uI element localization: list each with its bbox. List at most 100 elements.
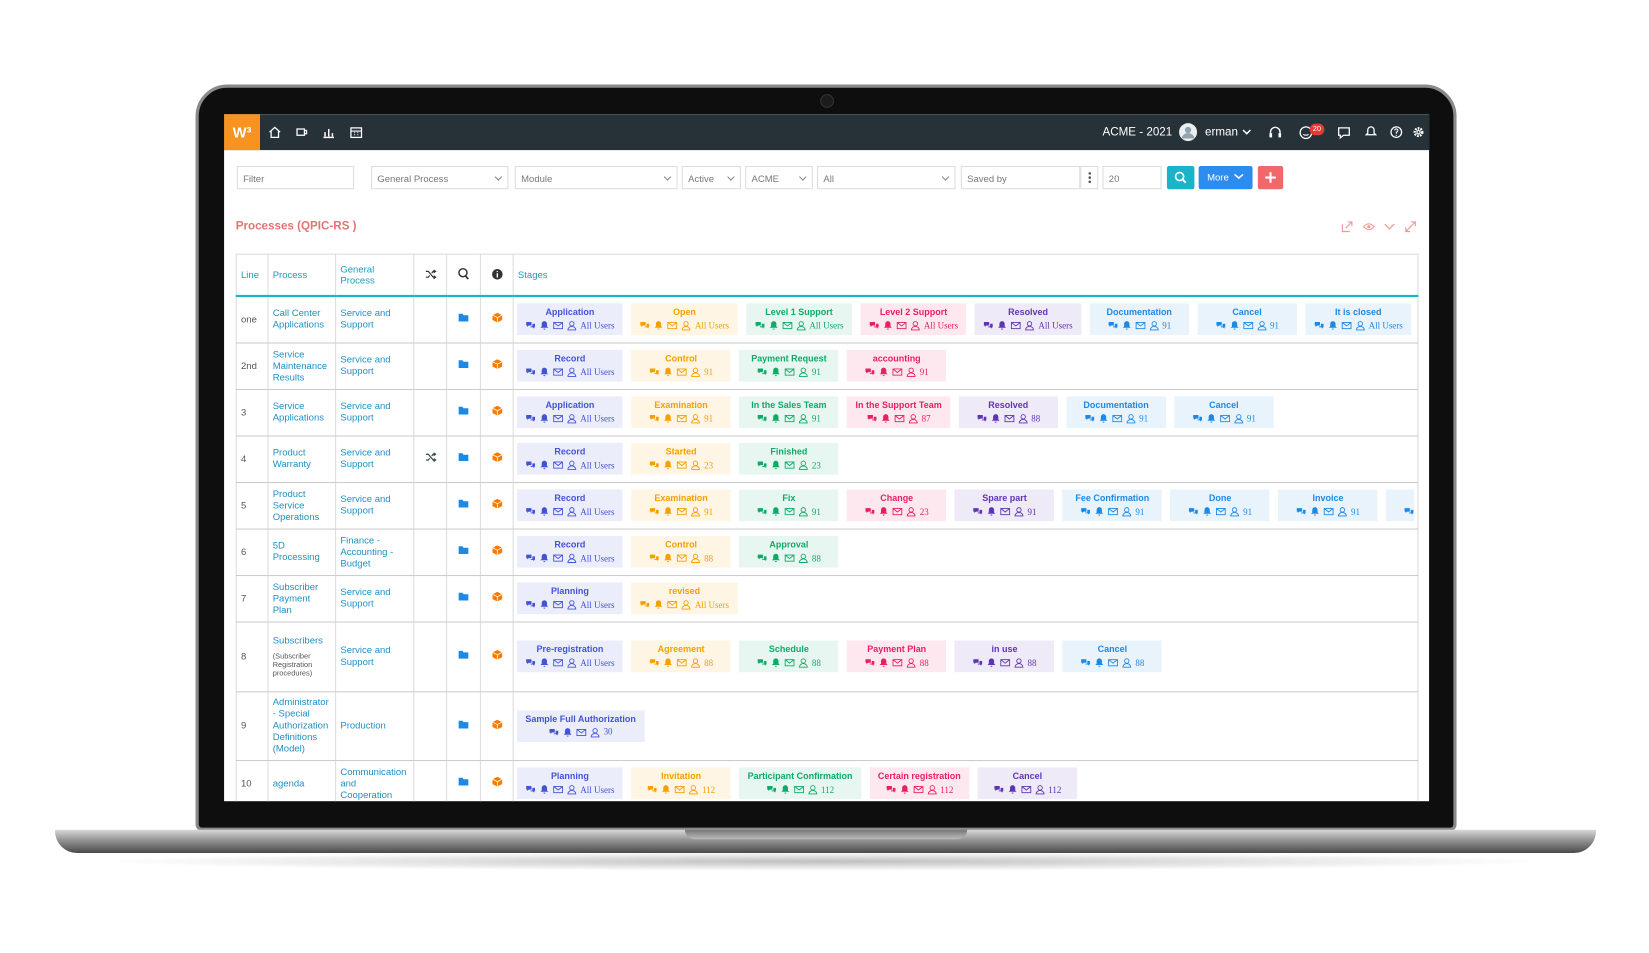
export-icon[interactable] [1341, 221, 1353, 233]
stage-card[interactable]: revised All Users [631, 582, 738, 615]
stage-card[interactable]: Cancel 91 [1174, 396, 1274, 429]
stage-card[interactable]: Spare part 91 [954, 489, 1055, 522]
folder-cell[interactable] [446, 621, 481, 692]
stage-card[interactable]: Approval 88 [739, 535, 839, 568]
filter-field[interactable]: Module [514, 165, 678, 190]
support-icon[interactable] [1268, 126, 1282, 140]
stage-card[interactable]: Cancel 88 [1062, 640, 1163, 673]
stage-card[interactable]: Payment Plan 88 [847, 640, 947, 673]
stage-card[interactable]: accounting 91 [847, 349, 947, 382]
process-row[interactable]: 5 Product Service Operations Service and S… [235, 481, 1419, 530]
folder-cell[interactable] [446, 481, 481, 530]
stage-card[interactable]: in use 88 [954, 640, 1055, 673]
home-icon[interactable] [268, 126, 281, 139]
box-cell[interactable] [480, 575, 514, 623]
process-name[interactable]: Subscribers [272, 634, 323, 646]
stage-card[interactable]: Fix 91 [739, 489, 839, 522]
process-row[interactable]: 6 5D Processing Finance - Accounting - Bud… [235, 528, 1419, 576]
stage-card[interactable]: Planning All Users [516, 767, 623, 800]
box-cell[interactable] [480, 435, 514, 483]
notification-badge[interactable]: 20 [1309, 123, 1325, 136]
stage-card[interactable]: Resolved 88 [958, 396, 1058, 429]
process-row[interactable]: 7 Subscriber Payment Plan Service and Supp… [235, 575, 1419, 623]
stage-card[interactable]: Finished 23 [739, 442, 839, 475]
chart-icon[interactable] [322, 126, 335, 139]
bell-icon[interactable] [1364, 126, 1378, 139]
company-name[interactable]: ACME - 2021 [1102, 125, 1173, 139]
expand-icon[interactable] [1405, 221, 1417, 233]
filter-field[interactable]: ACME [745, 165, 813, 190]
filter-field[interactable]: General Process [371, 165, 509, 190]
box-cell[interactable] [480, 691, 514, 761]
stage-card[interactable]: Documentation 91 [1066, 396, 1166, 429]
brand-logo[interactable]: W³ [224, 114, 261, 151]
calendar-icon[interactable] [350, 126, 363, 139]
stage-card[interactable]: Control 88 [631, 535, 731, 568]
process-name[interactable]: Subscriber Payment Plan [272, 580, 319, 615]
stage-card[interactable]: Record All Users [516, 489, 623, 522]
folder-cell[interactable] [446, 759, 481, 802]
stage-card[interactable]: Done 91 [1170, 489, 1270, 522]
process-row[interactable]: 8 Subscribers (Subscriber Registration pro… [235, 621, 1419, 692]
process-name[interactable]: agenda [272, 777, 305, 788]
box-cell[interactable] [480, 481, 514, 530]
stage-card[interactable]: In the Support Team 87 [847, 396, 951, 429]
stage-card[interactable]: Agreement 88 [631, 640, 731, 673]
stage-card[interactable]: In the Sales Team 91 [739, 396, 839, 429]
process-name[interactable]: Administrator - Special Authorization De… [272, 696, 329, 754]
view-icon[interactable] [1362, 221, 1375, 233]
filter-field[interactable]: Filter [236, 165, 355, 190]
stage-card[interactable]: Record All Users [516, 349, 623, 382]
process-name[interactable]: Product Service Operations [272, 487, 320, 522]
process-row[interactable]: 4 Product Warranty Service and Support Reco… [235, 435, 1419, 483]
process-name[interactable]: Service Applications [272, 400, 325, 423]
stage-card[interactable]: Open All Users [631, 303, 738, 336]
stage-card[interactable]: Participant Confirmation 112 [739, 767, 861, 800]
stage-card[interactable]: Record All Users [516, 442, 623, 475]
user-caret[interactable] [1242, 128, 1252, 136]
stage-card[interactable]: Examination 91 [631, 489, 731, 522]
stage-card[interactable]: Started 23 [631, 442, 731, 475]
stage-card[interactable]: Change 23 [847, 489, 947, 522]
stage-card[interactable]: Application All Users [516, 303, 623, 336]
folder-cell[interactable] [446, 435, 481, 483]
messages-icon[interactable] [1337, 126, 1351, 140]
folder-cell[interactable] [446, 388, 481, 437]
box-cell[interactable] [480, 342, 514, 390]
stage-card[interactable]: Level 2 Support All Users [860, 303, 967, 336]
process-name[interactable]: 5D Processing [272, 540, 320, 563]
stage-card[interactable]: Record All Users [516, 535, 623, 568]
stage-card[interactable]: Invitation 112 [631, 767, 731, 800]
stage-card[interactable]: Control 91 [631, 349, 731, 382]
search-button[interactable] [1166, 165, 1195, 190]
stage-card[interactable]: Application All Users [516, 396, 623, 429]
stage-card[interactable]: Sample Full Authorization 30 [516, 709, 645, 742]
header-cell[interactable]: Stages [513, 253, 1419, 298]
folder-cell[interactable] [446, 691, 481, 761]
filter-field[interactable]: Saved by [960, 165, 1081, 190]
user-name[interactable]: erman [1204, 125, 1238, 139]
collapse-icon[interactable] [1384, 221, 1396, 233]
stage-card[interactable]: Cancel 91 [1197, 303, 1297, 336]
help-icon[interactable] [1390, 126, 1403, 139]
stage-card[interactable]: Invoice 91 [1278, 489, 1378, 522]
header-cell[interactable]: General Process [335, 253, 415, 298]
cup-icon[interactable] [295, 126, 308, 139]
filter-field[interactable]: All [817, 165, 956, 190]
box-cell[interactable] [480, 759, 514, 802]
process-row[interactable]: 2nd Service Maintenance Results Service an… [235, 342, 1419, 390]
stage-card[interactable]: Documentation 91 [1089, 303, 1189, 336]
folder-cell[interactable] [446, 528, 481, 576]
process-name[interactable]: Call Center Applications [272, 307, 325, 331]
folder-cell[interactable] [446, 342, 481, 390]
stage-card[interactable]: Level 1 Support All Users [745, 303, 853, 336]
box-cell[interactable] [480, 621, 514, 692]
kebab-button[interactable] [1080, 165, 1099, 190]
stage-card[interactable]: Fee Confirmation 91 [1062, 489, 1163, 522]
process-row[interactable]: 10 agenda Communication and Cooperation Pla… [235, 759, 1419, 802]
header-cell[interactable]: Process [267, 253, 337, 298]
stage-card[interactable]: Cancel 112 [977, 767, 1078, 800]
box-cell[interactable] [480, 295, 514, 343]
box-cell[interactable] [480, 388, 514, 437]
process-row[interactable]: 9 Administrator - Special Authorization D… [235, 691, 1419, 761]
